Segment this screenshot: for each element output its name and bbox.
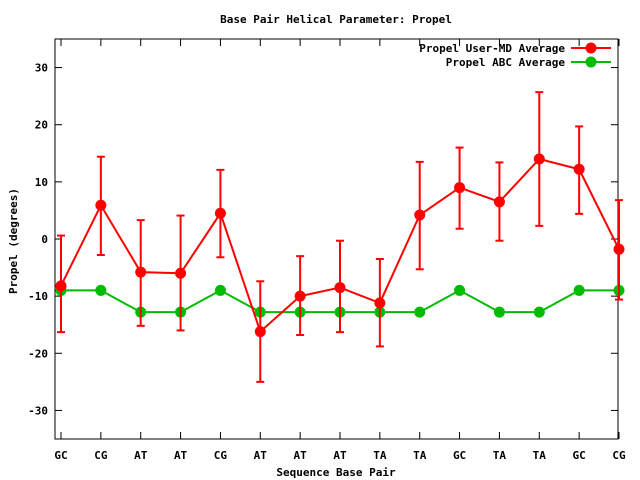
x-tick-label: AT: [174, 449, 188, 462]
y-axis: -30 -20 -10 0 10 20 30: [28, 62, 618, 417]
x-tick-label: GC: [453, 449, 466, 462]
y-tick-label: -10: [28, 290, 48, 303]
x-tick-label: TA: [373, 449, 387, 462]
data-point: [95, 284, 107, 296]
legend-marker-user-md: [585, 42, 597, 54]
data-point: [493, 306, 505, 318]
y-tick-label: -30: [28, 404, 48, 417]
x-axis: GC CG AT AT CG AT AT AT TA TA GC TA TA GC CG: [54, 39, 626, 462]
y-tick-label: 20: [35, 119, 48, 132]
x-tick-label: CG: [214, 449, 228, 462]
x-tick-label: CG: [612, 449, 626, 462]
data-point: [254, 326, 266, 338]
data-point: [573, 284, 585, 296]
y-tick-label: 10: [35, 176, 48, 189]
plot-frame: [54, 38, 619, 440]
x-tick-label: AT: [333, 449, 347, 462]
x-tick-label: AT: [294, 449, 308, 462]
x-tick-label: GC: [573, 449, 586, 462]
data-point: [214, 207, 226, 219]
x-tick-label: AT: [254, 449, 268, 462]
data-point: [454, 182, 466, 194]
data-point: [55, 280, 67, 292]
series-user-md: [55, 91, 625, 383]
legend-label-abc: Propel ABC Average: [446, 56, 566, 69]
data-point: [533, 153, 545, 165]
data-point: [374, 297, 386, 309]
data-point: [334, 282, 346, 294]
series-layer: [55, 91, 625, 383]
data-point: [493, 196, 505, 208]
data-point: [175, 267, 187, 279]
chart-title: Base Pair Helical Parameter: Propel: [220, 13, 452, 26]
data-point: [414, 209, 426, 221]
data-point: [573, 163, 585, 175]
data-point: [613, 243, 625, 255]
data-point: [214, 284, 226, 296]
y-tick-label: 30: [35, 62, 48, 75]
data-point: [414, 306, 426, 318]
data-point: [135, 266, 147, 278]
data-point: [454, 284, 466, 296]
legend-label-user-md: Propel User-MD Average: [419, 42, 565, 55]
x-tick-label: TA: [533, 449, 547, 462]
x-tick-label: TA: [493, 449, 507, 462]
data-point: [533, 306, 545, 318]
legend: Propel User-MD Average Propel ABC Averag…: [419, 42, 611, 69]
y-axis-label: Propel (degrees): [7, 188, 20, 294]
data-point: [95, 199, 107, 211]
legend-marker-abc: [585, 56, 597, 68]
x-tick-label: TA: [413, 449, 427, 462]
y-tick-label: -20: [28, 347, 48, 360]
x-tick-label: AT: [134, 449, 148, 462]
x-axis-label: Sequence Base Pair: [276, 466, 396, 479]
y-tick-label: 0: [41, 233, 48, 246]
data-point: [294, 290, 306, 302]
x-tick-label: CG: [94, 449, 108, 462]
x-tick-label: GC: [54, 449, 67, 462]
